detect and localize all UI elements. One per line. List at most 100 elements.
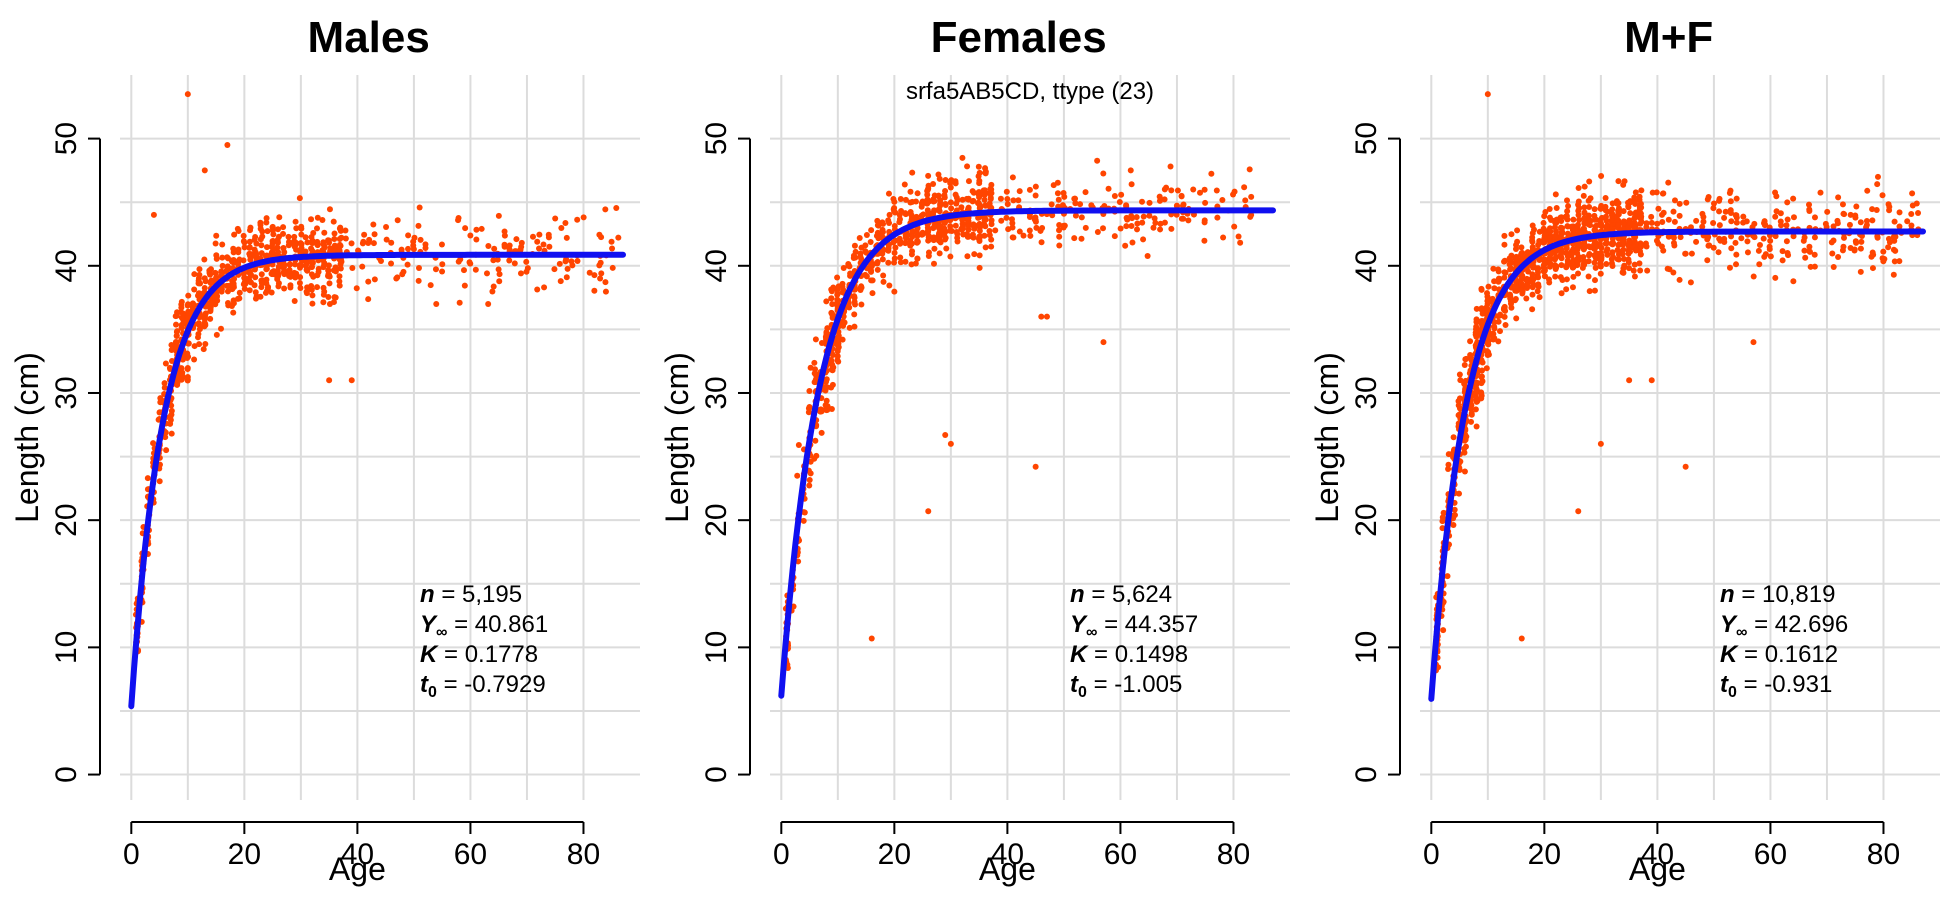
- y-tick-label: 0: [700, 766, 733, 783]
- data-point: [524, 265, 531, 272]
- data-point: [1847, 211, 1854, 218]
- data-point: [1508, 231, 1515, 238]
- data-point: [1625, 224, 1632, 231]
- data-point: [941, 232, 948, 239]
- data-point: [562, 258, 569, 265]
- data-point: [834, 274, 841, 281]
- data-point: [1592, 253, 1599, 260]
- data-point: [558, 224, 565, 231]
- data-point: [1655, 240, 1662, 247]
- data-point: [269, 271, 276, 278]
- data-point: [1150, 224, 1157, 231]
- data-point: [1637, 215, 1644, 222]
- data-point: [218, 325, 225, 332]
- data-point: [291, 241, 298, 248]
- data-point: [563, 234, 570, 241]
- data-point: [935, 232, 942, 239]
- data-point: [201, 256, 208, 263]
- data-point: [1128, 223, 1135, 230]
- data-point: [1863, 222, 1870, 229]
- data-point: [596, 231, 603, 238]
- data-point: [1597, 270, 1604, 277]
- data-point: [902, 258, 909, 265]
- data-point: [1592, 244, 1599, 251]
- data-point: [1783, 238, 1790, 245]
- data-point: [178, 304, 185, 311]
- x-tick-label: 60: [1754, 838, 1787, 871]
- data-point: [806, 404, 813, 411]
- data-point: [851, 294, 858, 301]
- data-point: [602, 279, 609, 286]
- data-point: [1614, 200, 1621, 207]
- data-point: [179, 369, 186, 376]
- data-point: [1445, 451, 1452, 458]
- data-point: [862, 248, 869, 255]
- data-point: [1676, 276, 1683, 283]
- data-point: [975, 214, 982, 221]
- data-point: [1627, 248, 1634, 255]
- data-point: [274, 239, 281, 246]
- data-point: [976, 224, 983, 231]
- data-point: [280, 224, 287, 231]
- stat-n: n = 10,819: [1720, 581, 1835, 608]
- data-point: [954, 230, 961, 237]
- data-point: [1807, 263, 1814, 270]
- data-point: [1637, 267, 1644, 274]
- data-point: [287, 261, 294, 268]
- data-point: [1896, 209, 1903, 216]
- data-point: [1908, 210, 1915, 217]
- data-point: [898, 207, 905, 214]
- data-point: [1552, 254, 1559, 261]
- data-point: [918, 200, 925, 207]
- data-point: [1455, 398, 1462, 405]
- data-point: [1802, 254, 1809, 261]
- data-point: [308, 216, 315, 223]
- x-tick-label: 20: [878, 838, 911, 871]
- data-point: [1140, 213, 1147, 220]
- data-point: [1513, 315, 1520, 322]
- data-point: [1585, 218, 1592, 225]
- data-point: [1830, 223, 1837, 230]
- data-point: [851, 242, 858, 249]
- data-point: [1004, 195, 1011, 202]
- data-point: [491, 245, 498, 252]
- data-point: [1806, 248, 1813, 255]
- data-point: [969, 222, 976, 229]
- data-point: [935, 192, 942, 199]
- data-point: [1484, 351, 1491, 358]
- data-point: [258, 280, 265, 287]
- data-point: [1495, 338, 1502, 345]
- data-point: [1056, 227, 1063, 234]
- data-point: [615, 234, 622, 241]
- data-point: [1026, 186, 1033, 193]
- data-point: [1082, 189, 1089, 196]
- data-point: [292, 218, 299, 225]
- data-point: [1732, 239, 1739, 246]
- data-point: [1529, 237, 1536, 244]
- data-point: [1790, 195, 1797, 202]
- data-point: [304, 267, 311, 274]
- data-point: [1593, 222, 1600, 229]
- data-point: [1908, 222, 1915, 229]
- data-point: [388, 239, 395, 246]
- data-point: [823, 397, 830, 404]
- data-point: [879, 256, 886, 263]
- data-point: [850, 252, 857, 259]
- data-point: [1015, 197, 1022, 204]
- data-point: [1598, 214, 1605, 221]
- data-point: [1547, 251, 1554, 258]
- scatter-points: [132, 91, 622, 656]
- data-point: [1909, 190, 1916, 197]
- data-point: [942, 176, 949, 183]
- data-point: [320, 291, 327, 298]
- data-point: [1699, 223, 1706, 230]
- data-point: [156, 409, 163, 416]
- data-point: [597, 275, 604, 282]
- data-point: [1495, 268, 1502, 275]
- data-point: [1213, 187, 1220, 194]
- data-point: [1570, 273, 1577, 280]
- data-point: [241, 274, 248, 281]
- data-point: [1123, 223, 1130, 230]
- data-point: [907, 242, 914, 249]
- data-point: [1558, 217, 1565, 224]
